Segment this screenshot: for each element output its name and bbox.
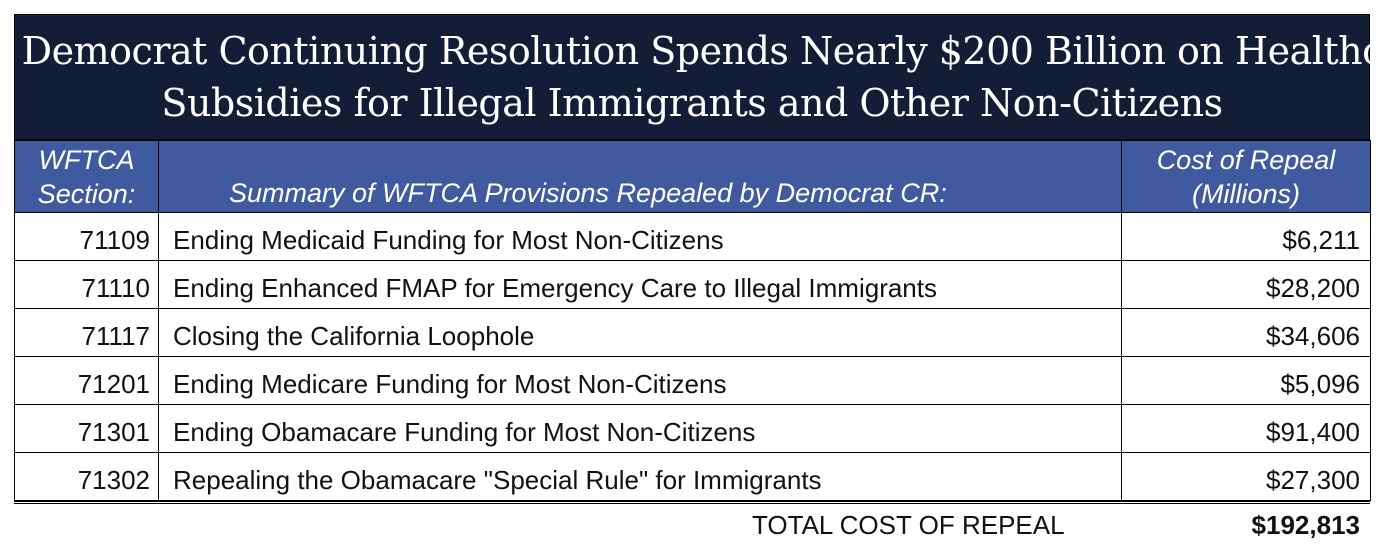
header-section-line-1: WFTCA xyxy=(38,144,135,175)
row-section: 71301 xyxy=(14,404,159,453)
table-row: 71110 Ending Enhanced FMAP for Emergency… xyxy=(14,260,1371,309)
row-summary: Repealing the Obamacare "Special Rule" f… xyxy=(158,452,1122,501)
row-section: 71302 xyxy=(14,452,159,501)
row-summary: Closing the California Loophole xyxy=(158,308,1122,357)
header-cost-line-2: (Millions) xyxy=(1192,178,1300,209)
header-summary: Summary of WFTCA Provisions Repealed by … xyxy=(158,140,1122,213)
row-summary: Ending Medicaid Funding for Most Non-Cit… xyxy=(158,212,1122,261)
header-section: WFTCA Section: xyxy=(14,140,159,213)
table-row: 71109 Ending Medicaid Funding for Most N… xyxy=(14,212,1371,261)
row-cost: $6,211 xyxy=(1121,212,1371,261)
title-line-1: The Democrat Continuing Resolution Spend… xyxy=(0,29,1380,73)
title-line-2: Subsidies for Illegal Immigrants and Oth… xyxy=(161,81,1223,125)
row-summary: Ending Medicare Funding for Most Non-Cit… xyxy=(158,356,1122,405)
row-cost: $27,300 xyxy=(1121,452,1371,501)
row-section: 71110 xyxy=(14,260,159,309)
table-row: 71301 Ending Obamacare Funding for Most … xyxy=(14,404,1371,453)
row-cost: $34,606 xyxy=(1121,308,1371,357)
row-summary: Ending Obamacare Funding for Most Non-Ci… xyxy=(158,404,1122,453)
header-row: WFTCA Section: Summary of WFTCA Provisio… xyxy=(14,140,1371,213)
provisions-table: WFTCA Section: Summary of WFTCA Provisio… xyxy=(14,140,1371,501)
row-cost: $28,200 xyxy=(1121,260,1371,309)
header-cost: Cost of Repeal (Millions) xyxy=(1121,140,1371,213)
table-row: 71201 Ending Medicare Funding for Most N… xyxy=(14,356,1371,405)
table-row: 71302 Repealing the Obamacare "Special R… xyxy=(14,452,1371,501)
total-value: $192,813 xyxy=(1251,510,1360,540)
title-band: The Democrat Continuing Resolution Spend… xyxy=(0,14,1380,140)
spreadsheet-table: The Democrat Continuing Resolution Spend… xyxy=(0,14,1380,550)
row-section: 71109 xyxy=(14,212,159,261)
row-summary: Ending Enhanced FMAP for Emergency Care … xyxy=(158,260,1122,309)
row-cost: $91,400 xyxy=(1121,404,1371,453)
row-cost: $5,096 xyxy=(1121,356,1371,405)
total-label: TOTAL COST OF REPEAL xyxy=(752,510,1065,540)
row-section: 71117 xyxy=(14,308,159,357)
header-section-line-2: Section: xyxy=(37,178,136,209)
table-row: 71117 Closing the California Loophole $3… xyxy=(14,308,1371,357)
header-cost-line-1: Cost of Repeal xyxy=(1156,144,1336,175)
total-row: TOTAL COST OF REPEAL $192,813 xyxy=(14,501,1370,550)
row-section: 71201 xyxy=(14,356,159,405)
